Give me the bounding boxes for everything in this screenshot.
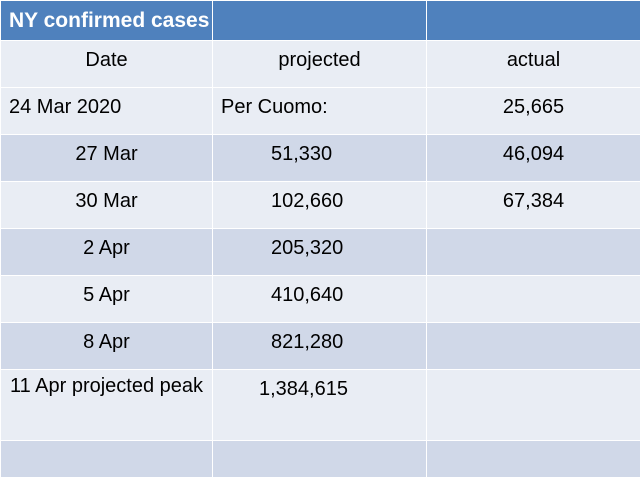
- table-row: 24 Mar 2020 Per Cuomo: 25,665: [1, 88, 640, 135]
- cell-date: 2 Apr: [1, 229, 213, 276]
- column-header-projected: projected: [213, 41, 427, 88]
- cell-projected: 51,330: [213, 135, 427, 182]
- cell-date: 8 Apr: [1, 323, 213, 370]
- cell-date: 5 Apr: [1, 276, 213, 323]
- cell-actual: [427, 323, 640, 370]
- cell-projected: 205,320: [213, 229, 427, 276]
- cell-actual: 67,384: [427, 182, 640, 229]
- table-row: [1, 441, 640, 478]
- cell-date: 11 Apr projected peak: [1, 370, 213, 441]
- cell-projected: 1,384,615: [213, 370, 427, 441]
- cell-date: 24 Mar 2020: [1, 88, 213, 135]
- cell-actual: [427, 276, 640, 323]
- cell-date: 30 Mar: [1, 182, 213, 229]
- cell-date: 27 Mar: [1, 135, 213, 182]
- table-row: 2 Apr 205,320: [1, 229, 640, 276]
- cell-projected: 410,640: [213, 276, 427, 323]
- column-header-actual: actual: [427, 41, 640, 88]
- column-header-row: Date projected actual: [1, 41, 640, 88]
- cell-projected: Per Cuomo:: [213, 88, 427, 135]
- slide: NY confirmed cases Date projected actual…: [0, 0, 640, 421]
- cell-projected: [213, 441, 427, 478]
- table-title: NY confirmed cases: [1, 1, 213, 41]
- cell-actual: [427, 229, 640, 276]
- column-header-date: Date: [1, 41, 213, 88]
- table-row: 30 Mar 102,660 67,384: [1, 182, 640, 229]
- cell-actual: 46,094: [427, 135, 640, 182]
- cell-actual: [427, 370, 640, 441]
- title-cell-empty: [213, 1, 427, 41]
- cell-projected: 102,660: [213, 182, 427, 229]
- title-row: NY confirmed cases: [1, 1, 640, 41]
- table-row: 27 Mar 51,330 46,094: [1, 135, 640, 182]
- table-row: 5 Apr 410,640: [1, 276, 640, 323]
- table-row: 8 Apr 821,280: [1, 323, 640, 370]
- title-cell-empty: [427, 1, 640, 41]
- cell-date: [1, 441, 213, 478]
- cell-actual: [427, 441, 640, 478]
- table-row: 11 Apr projected peak 1,384,615: [1, 370, 640, 441]
- cell-actual: 25,665: [427, 88, 640, 135]
- cell-projected: 821,280: [213, 323, 427, 370]
